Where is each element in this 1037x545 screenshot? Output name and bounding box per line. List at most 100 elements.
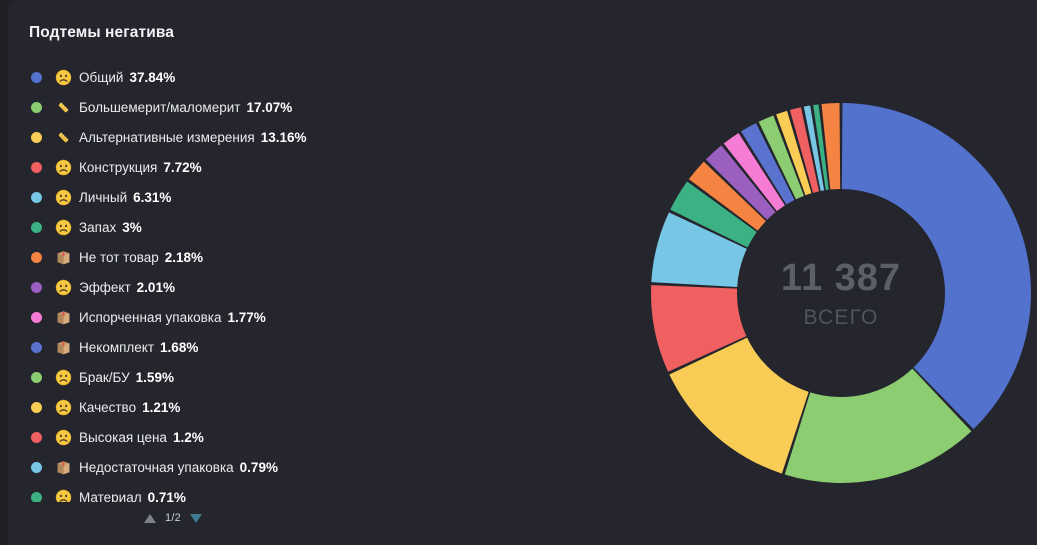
- legend-item[interactable]: Большемерит/маломерит 17.07%: [27, 92, 587, 122]
- legend-item[interactable]: Запах 3%: [27, 212, 587, 242]
- legend-item[interactable]: Испорченная упаковка 1.77%: [27, 302, 587, 332]
- legend-item-value: 2.18%: [164, 249, 204, 265]
- legend-item-label: Не тот товар: [79, 249, 159, 265]
- sad-face-icon: [55, 189, 72, 206]
- sad-face-icon: [55, 429, 72, 446]
- sad-face-icon: [55, 69, 72, 86]
- negative-subtopics-card: Подтемы негатива Общий 37.84% Большемерит/…: [8, 0, 1037, 545]
- legend-color-swatch: [31, 311, 42, 323]
- sad-face-icon: [55, 399, 72, 416]
- legend-color-swatch: [31, 371, 42, 383]
- legend-color-swatch: [31, 191, 42, 203]
- legend-item-label: Высокая цена: [79, 429, 167, 445]
- legend-item-label: Запах: [79, 219, 117, 235]
- pager-label: 1/2: [165, 512, 181, 524]
- donut-slice[interactable]: [784, 368, 972, 484]
- legend-item[interactable]: Конструкция 7.72%: [27, 152, 587, 182]
- legend-item-value: 0.79%: [239, 459, 278, 475]
- legend-item[interactable]: Общий 37.84%: [27, 62, 587, 92]
- legend-item-value: 1.2%: [172, 429, 204, 445]
- legend-item-value: 1.21%: [142, 399, 181, 415]
- legend-item[interactable]: Качество 1.21%: [27, 392, 587, 422]
- donut-slice[interactable]: [741, 123, 795, 205]
- donut-chart: 11 387 ВСЕГО: [646, 98, 1036, 488]
- legend-item[interactable]: Недостаточная упаковка 0.79%: [27, 452, 587, 482]
- ruler-icon: [55, 129, 72, 146]
- donut-slice[interactable]: [705, 145, 776, 220]
- legend-item-label: Личный: [79, 189, 128, 205]
- legend-color-swatch: [31, 341, 42, 353]
- donut-center: 11 387 ВСЕГО: [741, 193, 941, 393]
- sad-face-icon: [55, 279, 72, 296]
- legend-color-swatch: [31, 401, 42, 413]
- legend-item-value: 1.68%: [160, 339, 199, 355]
- legend-item-label: Качество: [79, 399, 137, 415]
- donut-slice[interactable]: [723, 132, 785, 212]
- donut-slice[interactable]: [688, 161, 766, 231]
- legend-item[interactable]: Личный 6.31%: [27, 182, 587, 212]
- donut-svg: [651, 103, 1031, 484]
- legend-color-swatch: [31, 161, 42, 173]
- legend-list: Общий 37.84% Большемерит/маломерит 17.07% Ал…: [27, 62, 587, 502]
- sad-face-icon: [55, 159, 72, 176]
- legend-item-label: Испорченная упаковка: [79, 309, 222, 325]
- donut-total-value: 11 387: [780, 256, 902, 299]
- triangle-down-icon[interactable]: [189, 513, 202, 523]
- legend-item[interactable]: Высокая цена 1.2%: [27, 422, 587, 452]
- legend-item-value: 17.07%: [246, 99, 293, 115]
- ruler-icon: [55, 99, 72, 116]
- legend-item[interactable]: Брак/БУ 1.59%: [27, 362, 587, 392]
- legend-item-label: Эффект: [79, 279, 131, 295]
- legend-item-value: 0.71%: [147, 489, 186, 503]
- legend-color-swatch: [31, 221, 42, 233]
- package-icon: [55, 339, 72, 356]
- package-icon: [55, 309, 72, 326]
- donut-slice[interactable]: [758, 115, 804, 200]
- legend-item[interactable]: Эффект 2.01%: [27, 272, 587, 302]
- triangle-up-icon[interactable]: [144, 513, 156, 523]
- legend-item-label: Недостаточная упаковка: [79, 459, 234, 475]
- legend-item-label: Общий: [79, 69, 124, 85]
- donut-slice[interactable]: [821, 103, 841, 190]
- legend-item[interactable]: Не тот товар 2.18%: [27, 242, 587, 272]
- legend-item-value: 2.01%: [136, 279, 175, 295]
- legend-color-swatch: [31, 491, 42, 502]
- legend-color-swatch: [31, 281, 42, 293]
- legend-item-value: 3%: [122, 219, 142, 235]
- legend-item-value: 1.59%: [135, 369, 174, 385]
- legend-item[interactable]: Некомплект 1.68%: [27, 332, 587, 362]
- donut-slice[interactable]: [813, 104, 829, 191]
- legend-item-value: 37.84%: [129, 69, 176, 85]
- legend-color-swatch: [31, 71, 42, 83]
- sad-face-icon: [55, 489, 72, 502]
- sad-face-icon: [55, 369, 72, 386]
- legend-color-swatch: [31, 251, 42, 263]
- donut-slice[interactable]: [651, 285, 747, 372]
- legend-item[interactable]: Материал 0.71%: [27, 482, 587, 502]
- donut-slice[interactable]: [789, 107, 820, 193]
- legend-item-label: Брак/БУ: [79, 369, 130, 385]
- legend-item-value: 6.31%: [133, 189, 172, 205]
- package-icon: [55, 249, 72, 266]
- legend-color-swatch: [31, 101, 42, 113]
- donut-slice[interactable]: [776, 110, 812, 196]
- legend-color-swatch: [31, 461, 42, 473]
- donut-slice[interactable]: [651, 212, 747, 288]
- legend-item-label: Конструкция: [79, 159, 158, 175]
- legend-item-label: Материал: [79, 489, 142, 503]
- legend-color-swatch: [31, 431, 42, 443]
- donut-total-label: ВСЕГО: [803, 305, 879, 329]
- sad-face-icon: [55, 219, 72, 236]
- legend-item-value: 13.16%: [260, 129, 307, 145]
- card-title: Подтемы негатива: [29, 24, 174, 41]
- donut-slice[interactable]: [803, 105, 825, 192]
- legend-item[interactable]: Альтернативные измерения 13.16%: [27, 122, 587, 152]
- legend-pager: 1/2: [144, 512, 202, 524]
- legend-item-label: Некомплект: [79, 339, 155, 355]
- donut-slice[interactable]: [841, 103, 1031, 430]
- package-icon: [55, 459, 72, 476]
- legend-item-label: Альтернативные измерения: [79, 129, 255, 145]
- donut-slice[interactable]: [669, 337, 809, 474]
- donut-slice[interactable]: [670, 181, 757, 248]
